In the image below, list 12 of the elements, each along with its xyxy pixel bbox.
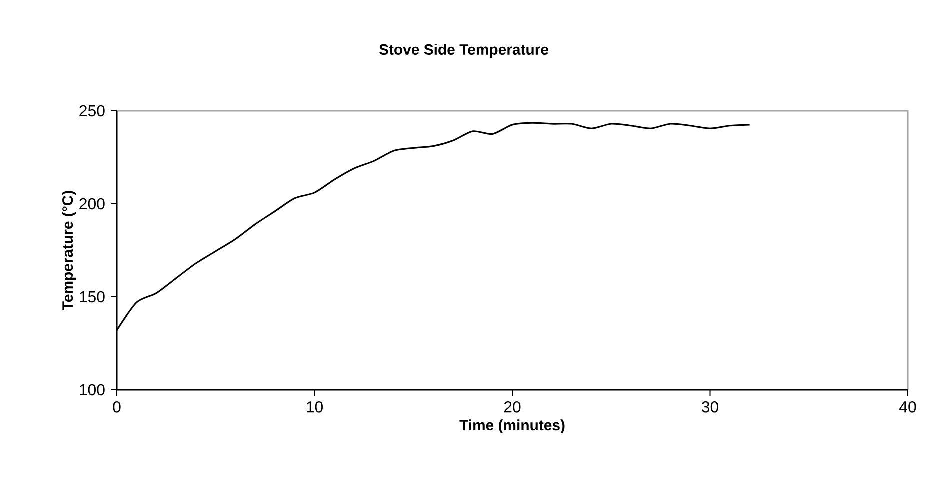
- chart-title: Stove Side Temperature: [379, 44, 548, 58]
- x-tick-label: 30: [702, 402, 718, 413]
- x-tick-label: 10: [307, 402, 323, 413]
- y-tick-label: 250: [80, 105, 105, 117]
- y-tick-label: 200: [80, 198, 105, 210]
- y-tick-label: 100: [80, 384, 105, 396]
- x-tick-label: 0: [113, 402, 121, 413]
- y-axis-title: Temperature (°C): [62, 191, 76, 310]
- y-tick-label: 150: [80, 291, 105, 303]
- x-tick-label: 20: [504, 402, 521, 413]
- x-tick-label: 40: [900, 402, 916, 413]
- x-axis-title: Time (minutes): [460, 420, 565, 434]
